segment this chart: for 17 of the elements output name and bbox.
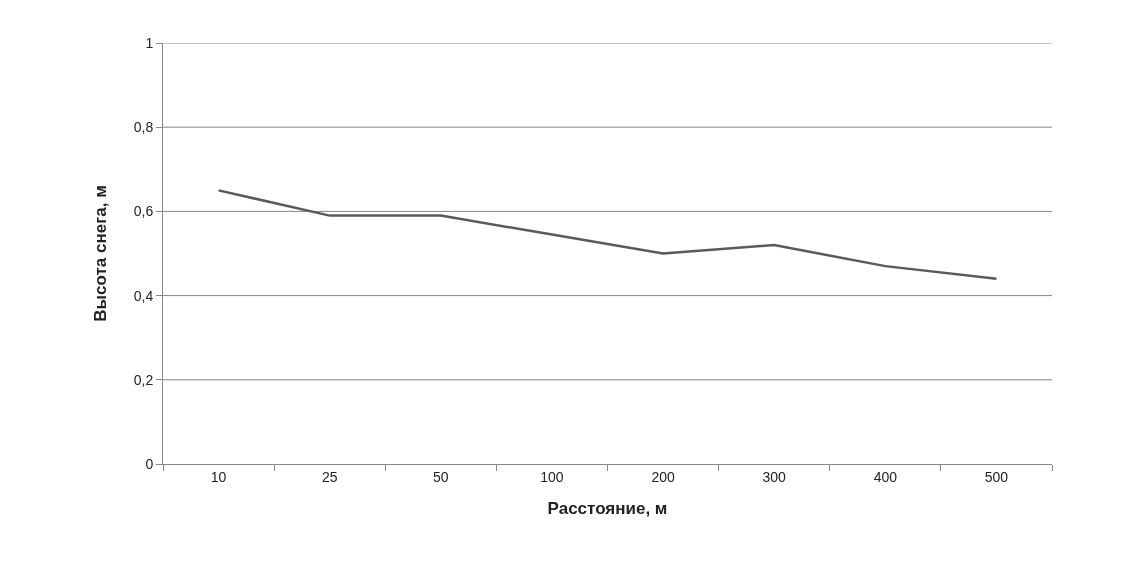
line-series bbox=[217, 189, 998, 281]
x-tick-label: 500 bbox=[984, 468, 1009, 485]
y-tick-label: 0,6 bbox=[133, 203, 154, 220]
y-tick-label: 0,4 bbox=[133, 287, 154, 304]
y-axis-title: Высота снега, м bbox=[91, 185, 111, 322]
y-tick-label: 0 bbox=[145, 455, 154, 472]
x-tick-label: 25 bbox=[321, 468, 338, 485]
x-tick-label: 100 bbox=[540, 468, 564, 485]
y-tick-label: 0,8 bbox=[133, 119, 154, 136]
y-tick-label: 0,2 bbox=[133, 371, 154, 388]
x-tick-label: 50 bbox=[433, 468, 449, 485]
y-tick-label: 1 bbox=[145, 34, 154, 51]
x-tick-label: 300 bbox=[762, 468, 787, 485]
x-tick-label: 200 bbox=[651, 468, 675, 485]
x-tick-label: 10 bbox=[210, 468, 227, 485]
x-axis-title: Расстояние, м bbox=[547, 499, 668, 519]
x-tick-label: 400 bbox=[873, 468, 898, 485]
